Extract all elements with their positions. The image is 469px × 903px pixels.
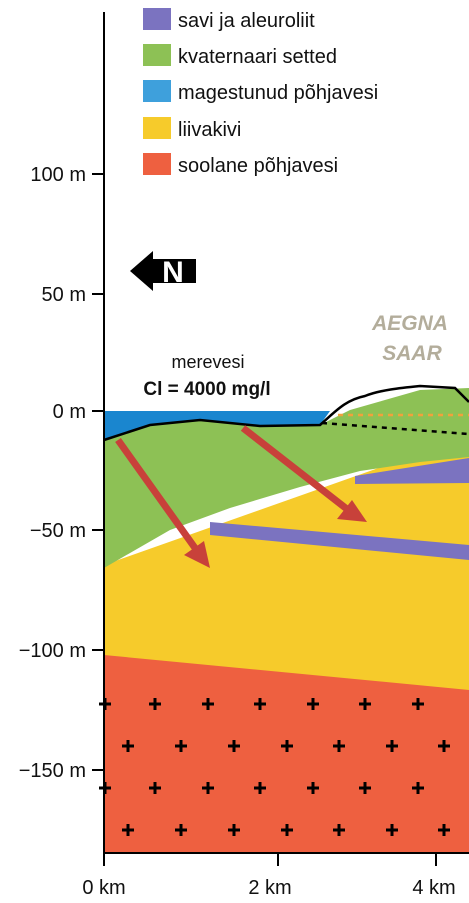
legend-label: savi ja aleuroliit [178, 10, 315, 32]
island-label-line2: SAAR [382, 342, 442, 365]
plus-mark [333, 824, 345, 836]
plus-mark [359, 782, 371, 794]
flow-arrows [115, 425, 367, 568]
plus-mark [175, 740, 187, 752]
plus-mark [438, 740, 450, 752]
interface-line [321, 421, 469, 436]
north-arrow-letter: N [162, 256, 184, 289]
depth-tick-label: 0 m [53, 401, 86, 423]
legend-label: soolane põhjavesi [178, 155, 338, 177]
legend-label: liivakivi [178, 119, 241, 141]
legend: savi ja aleuroliit kvaternaari setted ma… [143, 8, 378, 177]
plus-mark [307, 698, 319, 710]
plus-mark [228, 740, 240, 752]
island-label-line1: AEGNA [371, 312, 448, 335]
sea-label: merevesi [171, 352, 244, 372]
plus-mark [175, 824, 187, 836]
axes: 100 m 50 m 0 m −50 m −100 m −150 m 0 km … [19, 12, 469, 899]
legend-swatch-salt-groundwater [143, 153, 171, 175]
quaternary-layer [104, 388, 469, 568]
distance-tick-label: 0 km [82, 877, 125, 899]
legend-label: kvaternaari setted [178, 46, 337, 68]
flow-arrow-right-shaft [240, 425, 355, 516]
plus-mark [202, 698, 214, 710]
legend-swatch-freshened-groundwater [143, 80, 171, 102]
sea-water [104, 411, 330, 440]
plus-mark [386, 740, 398, 752]
north-arrow-icon: N [130, 251, 196, 291]
plus-mark [307, 782, 319, 794]
chloride-label: Cl = 4000 mg/l [143, 379, 270, 400]
depth-tick-label: −50 m [30, 520, 86, 542]
plus-mark [149, 698, 161, 710]
depth-tick-label: 50 m [42, 284, 86, 306]
plus-mark [281, 740, 293, 752]
ground-surface-line [103, 384, 469, 442]
plus-mark [386, 824, 398, 836]
siltstone-layer-lower [210, 522, 469, 560]
flow-arrow-left-shaft [115, 437, 203, 558]
plus-mark [281, 824, 293, 836]
depth-tick-label: −150 m [19, 760, 86, 782]
plus-mark [254, 698, 266, 710]
flow-arrow-left-head [184, 541, 210, 568]
plus-mark [122, 740, 134, 752]
legend-label: magestunud põhjavesi [178, 82, 378, 104]
plus-mark [254, 782, 266, 794]
depth-tick-label: −100 m [19, 640, 86, 662]
geologic-layers [104, 388, 469, 853]
sandstone-layer [104, 436, 469, 690]
legend-swatch-quaternary [143, 44, 171, 66]
plus-mark [122, 824, 134, 836]
depth-tick-label: 100 m [30, 164, 86, 186]
legend-swatch-sandstone [143, 117, 171, 139]
distance-tick-label: 4 km [412, 877, 455, 899]
plus-mark [412, 698, 424, 710]
legend-swatch-siltstone [143, 8, 171, 30]
plus-mark [228, 824, 240, 836]
plus-mark [359, 698, 371, 710]
siltstone-layer-upper [355, 458, 469, 484]
plus-mark [202, 782, 214, 794]
plus-mark [149, 782, 161, 794]
flow-arrow-right-head [337, 500, 367, 522]
plus-mark [438, 824, 450, 836]
plus-mark [412, 782, 424, 794]
plus-mark [333, 740, 345, 752]
distance-tick-label: 2 km [248, 877, 291, 899]
